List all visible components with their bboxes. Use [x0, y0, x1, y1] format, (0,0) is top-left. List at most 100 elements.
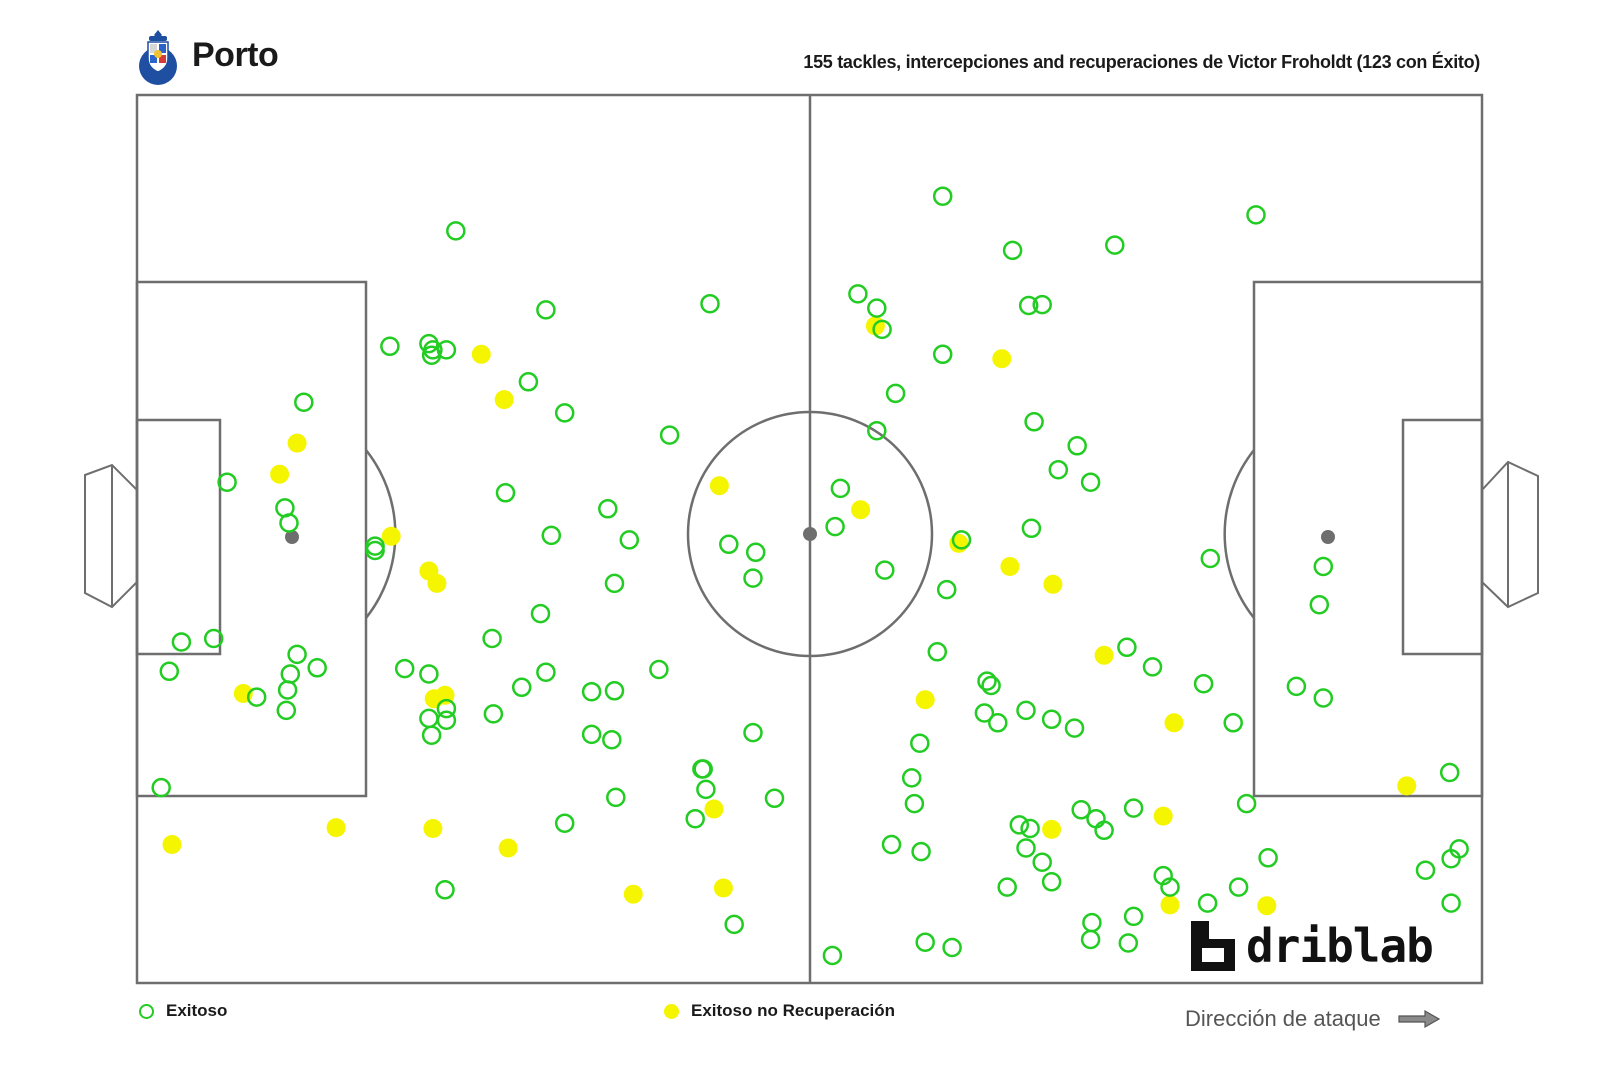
right-goal	[1481, 460, 1539, 609]
success-marker-40	[419, 708, 439, 729]
fail-marker-23	[1043, 574, 1063, 594]
fc-porto-crest-icon	[139, 30, 177, 85]
success-marker-121	[1309, 594, 1330, 615]
fail-marker-4	[427, 573, 447, 593]
success-marker-7	[171, 632, 192, 652]
success-marker-6	[203, 628, 224, 649]
success-marker-84	[910, 733, 930, 753]
success-marker-70	[1032, 294, 1052, 315]
success-marker-103	[1080, 929, 1101, 950]
right-penalty-spot	[1321, 530, 1335, 544]
success-marker-105	[1032, 852, 1052, 872]
success-marker-36	[394, 658, 415, 679]
action-markers	[151, 186, 1469, 966]
centre-circle	[686, 410, 934, 658]
success-marker-72	[1024, 412, 1044, 432]
fail-marker-8	[423, 819, 443, 838]
success-marker-115	[1197, 893, 1218, 913]
success-marker-116	[1246, 205, 1266, 225]
success-marker-106	[1064, 718, 1085, 738]
success-marker-1	[294, 392, 314, 412]
success-marker-102	[1118, 933, 1139, 953]
success-marker-122	[1286, 676, 1307, 697]
success-marker-91	[1020, 818, 1040, 839]
success-marker-77	[875, 560, 895, 580]
fail-marker-24	[1094, 645, 1114, 665]
success-marker-48	[700, 293, 720, 314]
success-marker-15	[151, 777, 171, 798]
success-marker-130	[822, 945, 843, 966]
success-marker-35	[421, 725, 442, 745]
driblab-logo-icon	[1191, 921, 1235, 971]
success-marker-78	[936, 579, 957, 600]
success-marker-110	[1193, 673, 1214, 694]
success-marker-54	[743, 722, 763, 743]
success-marker-112	[1236, 793, 1257, 814]
success-marker-71	[932, 344, 953, 365]
success-marker-28	[619, 530, 640, 550]
success-marker-11	[280, 664, 301, 684]
success-marker-88	[911, 841, 931, 862]
success-marker-16	[380, 336, 400, 357]
success-marker-96	[1086, 808, 1106, 829]
chart-title: 155 tackles, intercepciones and recupera…	[803, 52, 1480, 72]
success-marker-69	[1002, 240, 1023, 261]
fail-marker-22	[1000, 557, 1020, 576]
success-marker-87	[881, 834, 902, 855]
success-marker-73	[1067, 436, 1087, 456]
fail-marker-28	[1164, 713, 1184, 733]
success-marker-127	[1415, 860, 1436, 880]
fail-marker-20	[992, 349, 1012, 369]
success-marker-75	[1021, 518, 1042, 539]
success-marker-9	[246, 687, 267, 707]
success-marker-97	[1094, 820, 1114, 841]
success-marker-2	[217, 472, 237, 492]
success-marker-14	[276, 700, 297, 721]
left-penalty-area	[135, 280, 368, 798]
left-six-yard-box	[135, 418, 222, 656]
fail-marker-25	[915, 690, 935, 710]
success-marker-44	[602, 729, 622, 750]
watermark-text: driblab	[1246, 919, 1434, 973]
legend-success-label: Exitoso	[166, 1001, 228, 1020]
success-marker-41	[581, 681, 602, 702]
success-marker-37	[419, 664, 439, 684]
fail-marker-14	[623, 884, 643, 904]
success-marker-68	[932, 186, 953, 206]
team-name: Porto	[192, 36, 279, 74]
success-marker-98	[1123, 798, 1144, 818]
success-marker-80	[977, 671, 997, 691]
fail-marker-30	[1257, 896, 1277, 916]
fail-marker-12	[494, 390, 514, 410]
right-penalty-area	[1252, 280, 1484, 798]
fail-marker-26	[1042, 819, 1062, 839]
left-penalty-spot	[285, 530, 299, 544]
fail-marker-18	[851, 500, 871, 520]
success-marker-38	[436, 698, 457, 719]
fail-marker-6	[162, 835, 182, 854]
success-marker-33	[511, 677, 532, 698]
success-marker-129	[1080, 472, 1101, 492]
success-marker-31	[482, 628, 502, 649]
success-marker-79	[927, 642, 948, 662]
fail-marker-31	[1397, 776, 1417, 796]
success-marker-45	[606, 787, 626, 808]
success-marker-95	[1071, 800, 1091, 820]
success-marker-60	[724, 914, 744, 935]
fail-marker-17	[709, 476, 729, 496]
success-marker-65	[872, 319, 892, 340]
success-marker-62	[825, 516, 845, 537]
success-marker-126	[1441, 848, 1461, 869]
success-marker-107	[1041, 709, 1062, 730]
success-marker-108	[1117, 637, 1137, 658]
success-marker-94	[1041, 872, 1062, 892]
fail-marker-13	[498, 838, 518, 858]
success-marker-8	[159, 661, 180, 682]
success-marker-50	[719, 534, 739, 555]
fail-marker-21	[949, 533, 969, 553]
fail-marker-15	[713, 878, 733, 898]
fail-marker-2	[381, 526, 401, 546]
success-marker-42	[604, 681, 625, 701]
success-marker-67	[867, 420, 887, 441]
success-marker-99	[1123, 906, 1144, 927]
